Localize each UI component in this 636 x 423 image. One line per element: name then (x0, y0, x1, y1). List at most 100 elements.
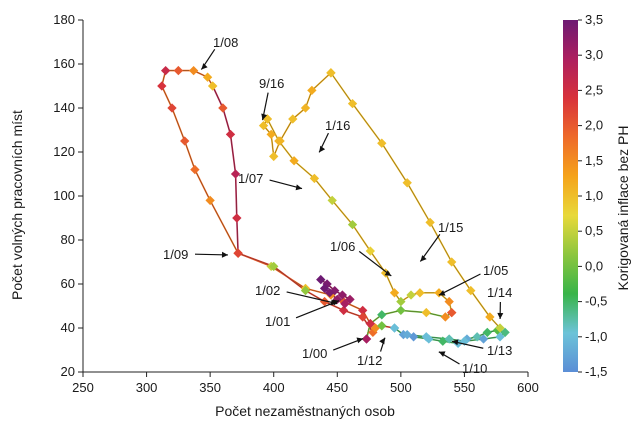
x-tick-label: 250 (72, 380, 94, 395)
axes: 250 300 350 400 450 500 550 600 20 40 60 80 100 120 14… (53, 12, 539, 395)
data-point (274, 136, 284, 146)
x-tick-label: 400 (263, 380, 285, 395)
annotation-label: 1/13 (487, 343, 512, 358)
data-point (444, 334, 454, 344)
data-point (444, 296, 454, 307)
y-tick-label: 180 (53, 12, 75, 27)
data-point (500, 327, 510, 338)
annotation-arrowhead (438, 290, 446, 296)
data-point (447, 257, 457, 267)
colorbar-tick-label: -1,0 (585, 329, 607, 344)
data-point (421, 332, 431, 342)
data-point (269, 151, 279, 162)
data-point (327, 195, 337, 206)
annotation-arrowhead (452, 339, 459, 346)
data-point (347, 219, 358, 230)
data-point (180, 136, 190, 146)
annotation-label: 1/06 (330, 239, 355, 254)
data-point (233, 248, 243, 258)
data-point (325, 288, 335, 298)
data-point (482, 327, 492, 338)
annotation-label: 1/05 (483, 263, 508, 278)
y-tick-label: 80 (61, 232, 75, 247)
annotation-label: 1/16 (325, 118, 350, 133)
data-point (218, 103, 228, 113)
data-point (319, 296, 330, 307)
annotation-label: 1/12 (357, 353, 382, 368)
x-tick-label: 450 (326, 380, 348, 395)
data-point (157, 81, 167, 91)
annotation-arrowhead (332, 299, 340, 306)
data-point (377, 138, 387, 148)
data-point (269, 261, 279, 272)
colorbar-tick-label: 2,5 (585, 82, 603, 97)
annotation-arrowhead (295, 184, 302, 191)
annotation-arrowhead (356, 337, 364, 344)
colorbar-scale (563, 20, 578, 372)
colorbar-tick-label: -0,5 (585, 294, 607, 309)
data-point (421, 307, 431, 318)
data-point (396, 296, 406, 307)
data-point (365, 318, 375, 329)
annotation-arrowhead (261, 113, 268, 121)
data-point (495, 332, 505, 342)
data-point (340, 299, 350, 309)
data-point (358, 312, 368, 322)
data-point (319, 283, 330, 294)
x-tick-label: 600 (517, 380, 539, 395)
data-point (202, 72, 213, 82)
data-point (365, 246, 375, 256)
data-point (160, 65, 171, 76)
colorbar: 3,5 3,0 2,5 2,0 1,5 1,0 0,5 0,0 -0,5 -1,0 -1,5 (563, 12, 607, 379)
annotation-arrowhead (384, 270, 392, 276)
x-axis-label: Počet nezaměstnaných osob (215, 403, 395, 419)
x-tick-label: 550 (454, 380, 476, 395)
data-point (300, 285, 311, 296)
annotation-arrowhead (420, 255, 427, 262)
annotation-arrow (286, 291, 338, 305)
colorbar-tick-label: -1,5 (585, 364, 607, 379)
data-point (173, 65, 184, 76)
colorbar-tick-label: 0,0 (585, 258, 603, 273)
data-point (377, 310, 387, 320)
series-line-core (212, 85, 239, 254)
colorbar-tick-label: 2,0 (585, 118, 603, 133)
colorbar-tick-label: 3,0 (585, 47, 603, 62)
data-point (396, 305, 406, 316)
annotation-arrowhead (497, 312, 504, 319)
annotation-label: 1/09 (163, 247, 188, 262)
data-point (316, 274, 326, 285)
data-point (495, 323, 505, 333)
data-point (208, 81, 218, 91)
data-point (361, 334, 372, 344)
data-point (466, 285, 476, 296)
annotation-arrowhead (201, 63, 208, 70)
data-point (230, 169, 241, 179)
colorbar-tick-label: 3,5 (585, 12, 603, 27)
y-tick-label: 160 (53, 56, 75, 71)
series-line-core (330, 72, 501, 329)
y-tick-label: 20 (61, 364, 75, 379)
y-tick-label: 60 (61, 276, 75, 291)
annotation-label: 1/02 (255, 283, 280, 298)
annotation-arrow (358, 250, 392, 277)
annotation-label: 1/15 (438, 220, 463, 235)
data-point (377, 321, 387, 331)
data-point (402, 329, 412, 340)
annotation-arrowhead (438, 351, 446, 357)
data-point (415, 288, 425, 298)
data-point (478, 334, 489, 344)
colorbar-tick-label: 0,5 (585, 223, 603, 238)
data-point (288, 114, 298, 124)
data-point (389, 323, 400, 333)
data-point (337, 290, 348, 300)
data-point (266, 129, 276, 140)
data-point (440, 312, 451, 322)
annotation-label: 1/14 (487, 285, 512, 300)
data-point (225, 129, 236, 140)
colorbar-tick-label: 1,5 (585, 153, 603, 168)
colorbar-label: Korigovaná inflace bez PH (615, 126, 631, 291)
y-tick-label: 140 (53, 100, 75, 115)
